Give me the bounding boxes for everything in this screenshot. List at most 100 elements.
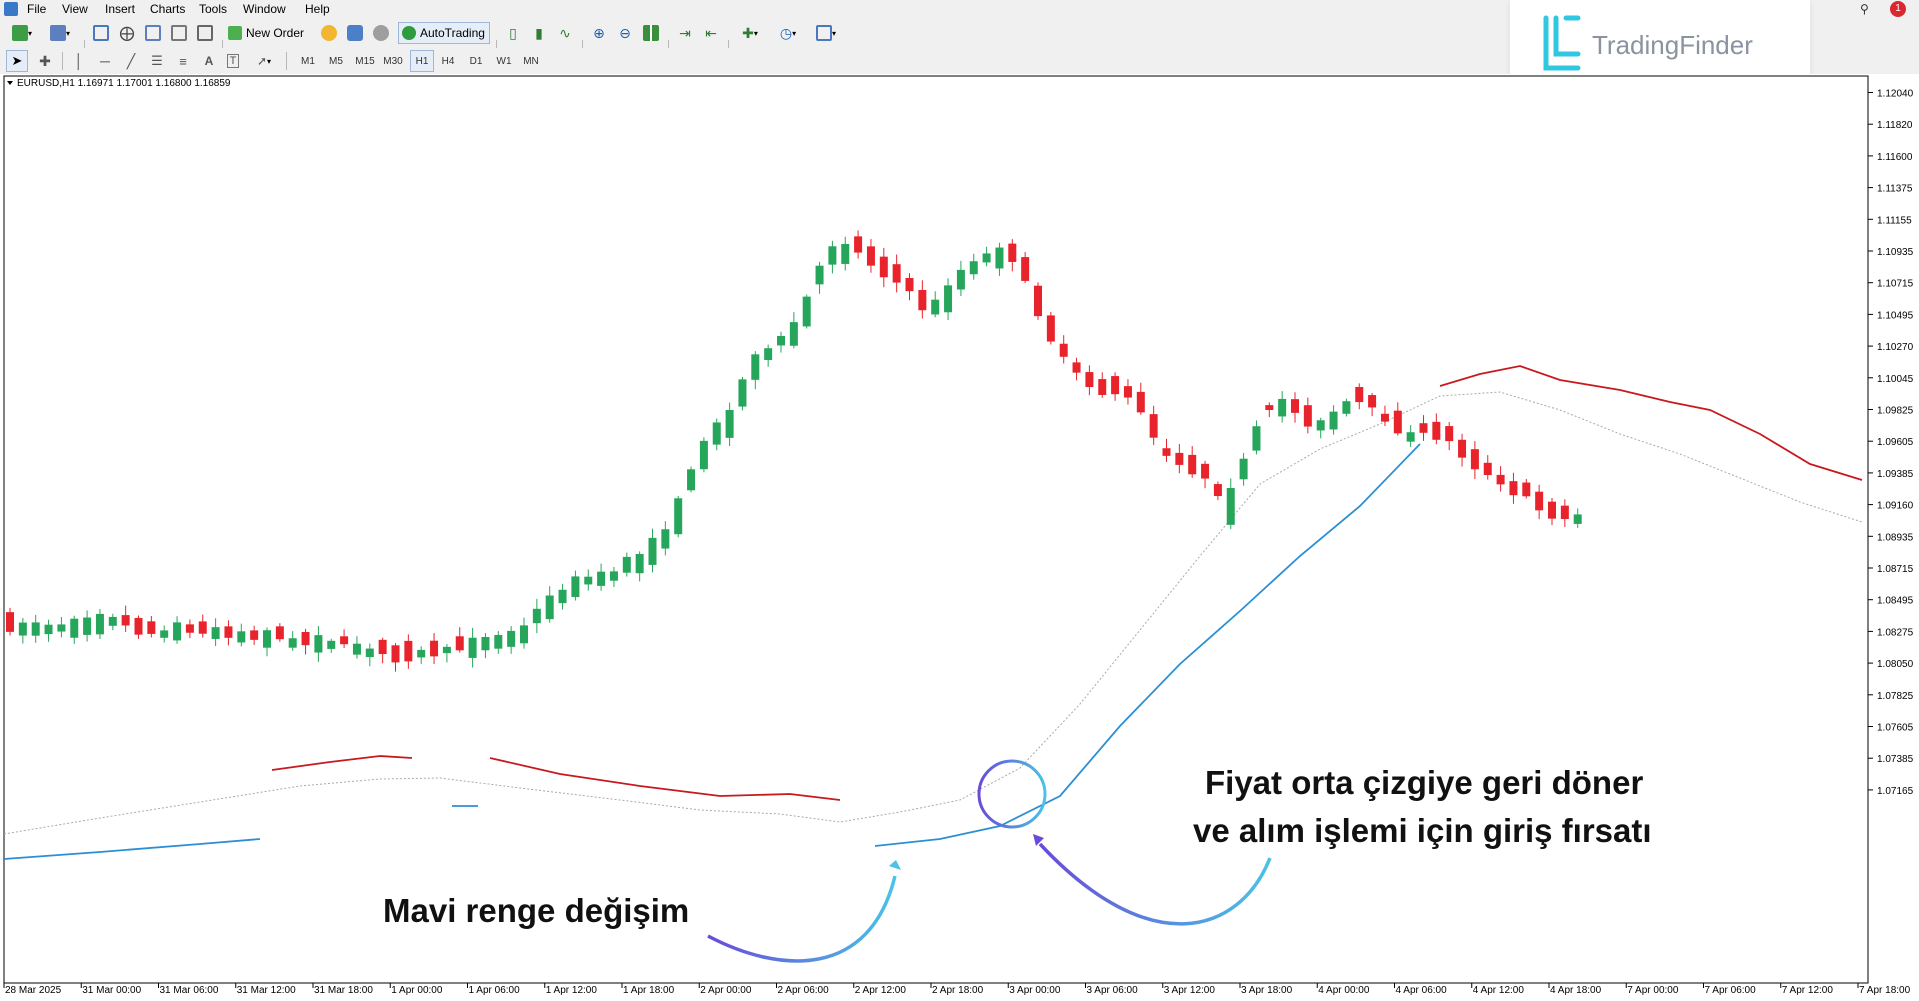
vertical-line-button[interactable]: │ — [68, 50, 90, 72]
candle-body — [1008, 243, 1017, 262]
x-tick-label: 7 Apr 12:00 — [1782, 985, 1834, 996]
new-order-button[interactable]: New Order — [228, 22, 314, 44]
candle-body — [224, 626, 233, 638]
tf-m1[interactable]: M1 — [301, 55, 315, 67]
indicators-button[interactable]: ✚ ▾ — [742, 24, 758, 41]
candle-body — [250, 630, 259, 640]
channel-button[interactable]: ☰ — [146, 50, 168, 72]
x-tick-label: 3 Apr 06:00 — [1087, 985, 1139, 996]
y-tick-label: 1.11375 — [1877, 184, 1913, 195]
y-tick-label: 1.08275 — [1877, 627, 1914, 638]
menu-view[interactable]: View — [62, 2, 88, 16]
menu-tools[interactable]: Tools — [199, 2, 228, 16]
candle-body — [725, 409, 734, 438]
candlestick-button[interactable]: ▮ — [528, 22, 550, 44]
menu-help[interactable]: Help — [305, 2, 330, 16]
label-button[interactable]: T — [222, 50, 244, 72]
tf-h1[interactable]: H1 — [410, 50, 434, 72]
strategy-tester-button[interactable] — [168, 22, 190, 44]
signals-button[interactable] — [344, 22, 366, 44]
notification-icon[interactable]: 1 — [1890, 1, 1906, 17]
y-tick-label: 1.08050 — [1877, 659, 1914, 670]
market-button[interactable] — [370, 22, 392, 44]
candle-body — [1046, 315, 1055, 342]
upper-band-line — [1439, 365, 1863, 481]
price-chart[interactable]: 1.12040 1.11820 1.11600 1.11375 1.11155 1.109… — [0, 74, 1919, 996]
tf-mn[interactable]: MN — [523, 55, 539, 67]
autoscroll-button[interactable]: ⇤ — [700, 22, 722, 44]
candle-body — [147, 621, 156, 634]
tf-d1[interactable]: D1 — [469, 55, 483, 67]
candle-body — [108, 616, 117, 626]
x-tick-label: 3 Apr 00:00 — [1009, 985, 1061, 996]
right-annotation-line-1: Fiyat orta çizgiye geri döner — [1205, 764, 1643, 801]
middle-band-line — [3, 391, 1863, 835]
candle-body — [699, 440, 708, 470]
line-chart-icon: ∿ — [559, 24, 571, 41]
zoom-in-button[interactable]: ⊕ — [588, 22, 610, 44]
market-watch-button[interactable] — [90, 22, 112, 44]
tile-windows-button[interactable] — [640, 22, 662, 44]
x-tick-label: 4 Apr 12:00 — [1473, 985, 1525, 996]
bar-chart-button[interactable]: ▯ — [502, 22, 524, 44]
crosshair-button[interactable]: ✚ — [34, 50, 56, 72]
candle-body — [365, 648, 374, 658]
tf-h4[interactable]: H4 — [441, 55, 455, 67]
menu-insert[interactable]: Insert — [105, 2, 136, 16]
y-tick-label: 1.10270 — [1877, 342, 1914, 353]
candle-body — [1252, 426, 1261, 451]
candle-body — [1548, 501, 1556, 519]
candle-body — [391, 645, 400, 663]
tf-m15[interactable]: M15 — [355, 55, 375, 67]
app-icon[interactable] — [4, 2, 18, 16]
candle-body — [892, 264, 901, 283]
right-arrowhead — [1033, 834, 1044, 846]
candle-body — [173, 622, 182, 641]
candle-body — [211, 627, 220, 639]
candle-body — [1059, 343, 1068, 357]
order-icon — [228, 26, 242, 40]
navigator-button[interactable]: ⨁ — [116, 22, 138, 44]
fibonacci-icon: ≡ — [179, 53, 187, 69]
horizontal-line-button[interactable]: ─ — [94, 50, 116, 72]
new-chart-button[interactable]: ▾ — [6, 22, 38, 44]
search-icon[interactable]: ⚲ — [1860, 2, 1869, 16]
tf-m30[interactable]: M30 — [383, 55, 403, 67]
brand-name: TradingFinder — [1592, 30, 1753, 60]
zoom-out-button[interactable]: ⊖ — [614, 22, 636, 44]
fibo-button[interactable]: ≡ — [172, 50, 194, 72]
candle-body — [648, 537, 657, 565]
autotrading-label: AutoTrading — [420, 26, 485, 40]
line-chart-button[interactable]: ∿ — [554, 22, 576, 44]
menu-charts[interactable]: Charts — [150, 2, 186, 16]
candle-body — [571, 576, 580, 598]
text-button[interactable]: A — [198, 50, 220, 72]
chart-menu-triangle[interactable] — [7, 81, 13, 85]
trendline-button[interactable]: ╱ — [120, 50, 142, 72]
tf-m5[interactable]: M5 — [329, 55, 343, 67]
metaeditor-button[interactable] — [318, 22, 340, 44]
menu-window[interactable]: Window — [243, 2, 286, 16]
cursor-button[interactable]: ➤ — [6, 50, 28, 72]
data-window-button[interactable] — [142, 22, 164, 44]
menu-file[interactable]: File — [27, 2, 47, 16]
candle-body — [520, 625, 528, 644]
candle-body — [1149, 414, 1158, 438]
arrows-button[interactable]: ➚ ▾ — [256, 54, 272, 68]
tf-w1[interactable]: W1 — [496, 55, 512, 67]
candle-body — [95, 613, 104, 635]
lower-band-line — [3, 838, 261, 860]
autotrading-button[interactable]: AutoTrading — [398, 22, 490, 44]
candle-body — [121, 615, 130, 626]
chart-shift-button[interactable]: ⇥ — [674, 22, 696, 44]
profiles-button[interactable]: ▾ — [44, 22, 76, 44]
periods-button[interactable]: ◷ ▾ — [779, 24, 797, 41]
candle-body — [44, 624, 53, 635]
terminal-button[interactable] — [194, 22, 216, 44]
candle-body — [314, 635, 323, 653]
chart-window[interactable]: 1.12040 1.11820 1.11600 1.11375 1.11155 1.109… — [0, 74, 1919, 996]
templates-button[interactable]: ▾ — [810, 22, 842, 44]
candle-body — [430, 640, 439, 657]
x-tick-label: 2 Apr 12:00 — [855, 985, 907, 996]
crosshair-icon: ✚ — [39, 52, 51, 69]
